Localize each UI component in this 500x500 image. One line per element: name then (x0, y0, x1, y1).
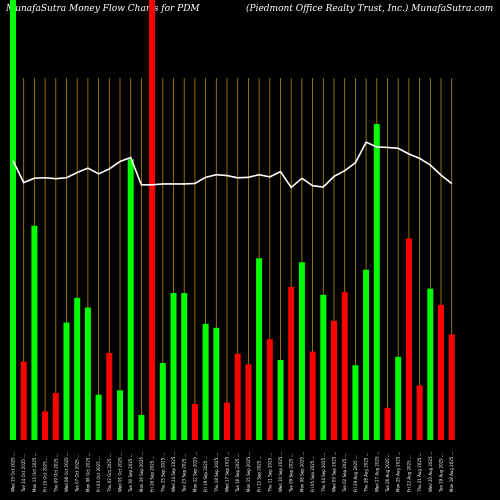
x-tick-label: Mon 08 Sep 2025 ... (299, 452, 304, 492)
flow-bar (42, 411, 49, 440)
x-tick-label: Tue 23 Sep 2025 ... (182, 453, 187, 493)
flow-bar (298, 262, 305, 440)
x-tick-label: Fri 26 Sep 2025 ... (150, 456, 155, 492)
x-tick-label: Wed 08 Oct 2025 ... (64, 452, 69, 492)
flow-bar (181, 293, 188, 440)
flow-bar (320, 294, 327, 440)
flow-bar (95, 394, 102, 440)
chart-title-left: MunafaSutra Money Flow Charts for PDM (5, 4, 200, 14)
x-tick-label: Thu 09 Oct 2025 ... (53, 453, 58, 493)
flow-bar (149, 0, 156, 440)
flow-bar (331, 320, 337, 440)
x-tick-label: Wed 03 Sep 2025 ... (332, 452, 337, 492)
flow-bar (341, 292, 348, 440)
flow-bar (266, 339, 273, 440)
x-tick-label: Thu 25 Sep 2025 ... (160, 453, 165, 493)
flow-bar (373, 124, 380, 440)
x-tick-label: Fri 29 Aug 2025 ... (353, 455, 358, 492)
flow-bar (159, 363, 166, 440)
flow-bar (363, 269, 370, 440)
flow-bar (395, 356, 402, 440)
x-tick-label: Thu 02 Oct 2025 ... (107, 453, 112, 493)
flow-bar (309, 351, 316, 440)
x-tick-label: Wed 27 Aug 2025 ... (374, 451, 379, 492)
x-tick-label: Mon 29 Sep 2025 ... (139, 452, 144, 492)
x-tick-label: Fri 22 Aug 2025 ... (406, 455, 411, 492)
flow-bar (74, 297, 81, 440)
x-tick-label: Tue 07 Oct 2025 ... (75, 454, 80, 493)
price-line (12, 141, 453, 189)
flow-bar (191, 403, 198, 440)
x-tick-label: Tue 19 Aug 2025 ... (439, 453, 444, 493)
flow-bar (384, 407, 391, 440)
flow-bar (256, 258, 263, 440)
x-tick-label: Fri 03 Oct 2025 ... (96, 456, 101, 492)
x-tick-label: Wed 15 Oct 2025 ... (11, 452, 16, 492)
x-tick-label: Tue 16 Sep 2025 ... (235, 453, 240, 493)
flow-bar (438, 304, 444, 440)
x-tick-label: Wed 20 Aug 2025 ... (428, 451, 433, 492)
x-tick-label: Mon 06 Oct 2025 ... (85, 452, 90, 492)
x-tick-label: Mon 22 Sep 2025 ... (192, 452, 197, 492)
x-tick-label: Tue 02 Sep 2025 ... (342, 453, 347, 493)
flow-bar (10, 0, 16, 440)
flow-bar (224, 402, 230, 440)
flow-bar (106, 352, 113, 440)
x-tick-label: Thu 18 Sep 2025 ... (214, 453, 219, 493)
flow-bar (117, 390, 123, 440)
x-tick-label: Fri 19 Sep 2025 ... (203, 456, 208, 492)
chart-title-right: (Piedmont Office Realty Trust, Inc.) Mun… (246, 3, 493, 14)
x-tick-label: Fri 05 Sep 2025 ... (310, 456, 315, 492)
flow-bar (427, 288, 434, 440)
price-line-path (12, 141, 453, 189)
x-tick-label: Mon 25 Aug 2025 ... (396, 452, 401, 492)
x-tick-label: Fri 12 Sep 2025 ... (257, 456, 262, 492)
x-tick-label: Thu 04 Sep 2025 ... (321, 453, 326, 493)
flow-bar (202, 323, 209, 440)
flow-bars (10, 0, 455, 440)
flow-bar (127, 159, 134, 440)
x-tick-label: Thu 28 Aug 2025 ... (364, 453, 369, 494)
flow-bar (234, 353, 241, 440)
flow-bar (352, 365, 359, 440)
flow-bar (448, 334, 455, 440)
x-tick-labels: Wed 15 Oct 2025 ... Tue 14 Oct 2025 ... Mo… (11, 451, 455, 493)
x-tick-label: Wed 01 Oct 2025 ... (118, 452, 123, 492)
flow-bar (416, 385, 423, 440)
x-tick-label: Wed 10 Sep 2025 ... (278, 452, 283, 492)
x-tick-label: Thu 11 Sep 2025 ... (267, 453, 272, 493)
x-tick-label: Mon 15 Sep 2025 ... (246, 452, 251, 492)
x-tick-label: Tue 09 Sep 2025 ... (289, 453, 294, 493)
flow-bar (213, 327, 220, 440)
x-tick-label: Thu 21 Aug 2025 ... (417, 453, 422, 494)
x-tick-label: Mon 13 Oct 2025 ... (32, 452, 37, 492)
flow-bar (288, 286, 295, 440)
flow-bar (277, 359, 284, 440)
x-tick-label: Tue 14 Oct 2025 ... (21, 454, 26, 493)
x-tick-label: Mon 18 Aug 2025 ... (449, 452, 454, 492)
x-tick-label: Wed 17 Sep 2025 ... (225, 452, 230, 492)
flow-bar (20, 361, 27, 440)
x-tick-label: Fri 10 Oct 2025 ... (43, 456, 48, 492)
flow-bar (84, 307, 91, 440)
flow-bar (138, 414, 145, 440)
flow-bar (170, 293, 177, 440)
flow-bar (52, 392, 59, 440)
x-tick-label: Tue 26 Aug 2025 ... (385, 453, 390, 493)
flow-bar (405, 238, 412, 440)
x-tick-label: Wed 24 Sep 2025 ... (171, 452, 176, 492)
flow-bar (31, 225, 38, 440)
flow-bar (63, 322, 70, 440)
flow-bar (245, 364, 252, 440)
x-tick-label: Tue 30 Sep 2025 ... (128, 453, 133, 493)
